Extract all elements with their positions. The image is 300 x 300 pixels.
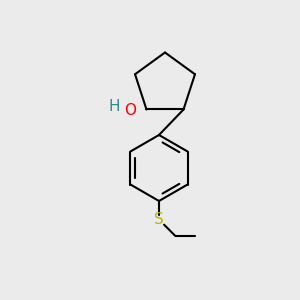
Text: O: O xyxy=(124,103,136,118)
Text: S: S xyxy=(154,212,164,227)
Text: H: H xyxy=(109,99,120,114)
